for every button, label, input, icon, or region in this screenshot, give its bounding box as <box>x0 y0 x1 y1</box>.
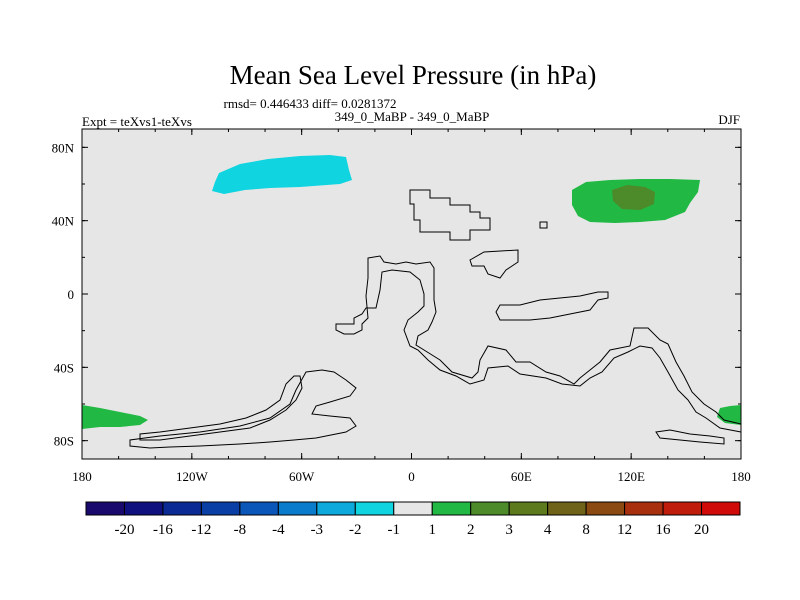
map-background <box>82 129 741 459</box>
coastline-northern-island <box>409 189 491 241</box>
colorbar-swatch <box>624 501 664 516</box>
coastline-western-landmass <box>129 369 357 449</box>
y-tick-label: 0 <box>68 287 75 302</box>
x-tick-label: 120E <box>617 469 645 484</box>
season-label: DJF <box>718 112 740 127</box>
colorbar-label: 12 <box>617 522 632 538</box>
anomaly-positive-south-east <box>717 405 741 425</box>
colorbar-label: -2 <box>349 522 362 538</box>
colorbar-swatch <box>508 501 549 516</box>
colorbar-swatch <box>662 501 703 516</box>
colorbar-swatch <box>239 501 279 516</box>
colorbar-label: 1 <box>428 522 436 538</box>
continent-outlines <box>129 189 742 449</box>
colorbar-label: 20 <box>694 522 709 538</box>
colorbar-swatch <box>200 501 241 516</box>
coastline-main-supercontinent <box>335 255 742 433</box>
colorbar-swatch <box>85 501 125 516</box>
colorbar: -20 -16 -12 -8 -4 -3 -2 -1 1 2 3 4 8 12 16 20 <box>85 501 741 538</box>
coastline-south-peninsula <box>139 375 303 441</box>
x-tick-label: 120W <box>176 469 209 484</box>
colorbar-label: 8 <box>582 522 590 538</box>
experiment-label: Expt = teXvs1-teXvs <box>82 114 192 129</box>
colorbar-label: -20 <box>114 522 134 538</box>
y-tick-label: 40S <box>54 360 74 375</box>
colorbar-label: 16 <box>656 522 672 538</box>
colorbar-label: -8 <box>234 522 247 538</box>
coastline-small-island-north <box>539 221 548 229</box>
coastline-equatorial-island <box>495 291 609 321</box>
colorbar-swatch <box>316 501 356 516</box>
colorbar-swatch <box>393 501 433 516</box>
y-tick-label: 80S <box>54 434 74 449</box>
x-axis: 180 120W 60W 0 60E 120E 180 <box>72 129 751 484</box>
x-tick-label: 60E <box>511 469 532 484</box>
anomaly-core-east-asia <box>612 185 655 210</box>
chart-title: Mean Sea Level Pressure (in hPa) <box>230 60 597 90</box>
y-tick-label: 80N <box>52 140 75 155</box>
colorbar-label: 3 <box>505 522 513 538</box>
colorbar-swatch <box>123 501 164 516</box>
colorbar-label: -16 <box>153 522 173 538</box>
colorbar-swatch <box>162 501 202 516</box>
anomaly-layer <box>82 155 741 429</box>
anomaly-positive-south-west <box>82 405 148 429</box>
colorbar-label: -3 <box>311 522 324 538</box>
colorbar-swatch <box>585 501 626 516</box>
colorbar-label: -4 <box>272 522 285 538</box>
x-tick-label: 60W <box>289 469 315 484</box>
colorbar-label: -1 <box>388 522 401 538</box>
period-label: 349_0_MaBP - 349_0_MaBP <box>335 109 490 124</box>
colorbar-label: -12 <box>191 522 211 538</box>
colorbar-swatch <box>431 501 472 516</box>
colorbar-swatch <box>354 501 395 516</box>
y-tick-label: 40N <box>52 214 75 229</box>
x-tick-label: 180 <box>731 469 751 484</box>
coastline-central-island <box>469 249 519 279</box>
stats-line: rmsd= 0.446433 diff= 0.0281372 <box>224 96 397 111</box>
colorbar-swatch <box>547 501 587 516</box>
colorbar-label: 4 <box>544 522 552 538</box>
x-tick-label: 0 <box>408 469 415 484</box>
anomaly-negative-north-pacific <box>212 155 352 194</box>
colorbar-label: 2 <box>467 522 475 538</box>
colorbar-swatch <box>277 501 318 516</box>
coastline-southeast-island <box>655 429 725 445</box>
colorbar-swatch <box>470 501 510 516</box>
x-tick-label: 180 <box>72 469 92 484</box>
y-axis: 80N 40N 0 40S 80S <box>52 140 741 449</box>
colorbar-swatch <box>701 501 741 516</box>
